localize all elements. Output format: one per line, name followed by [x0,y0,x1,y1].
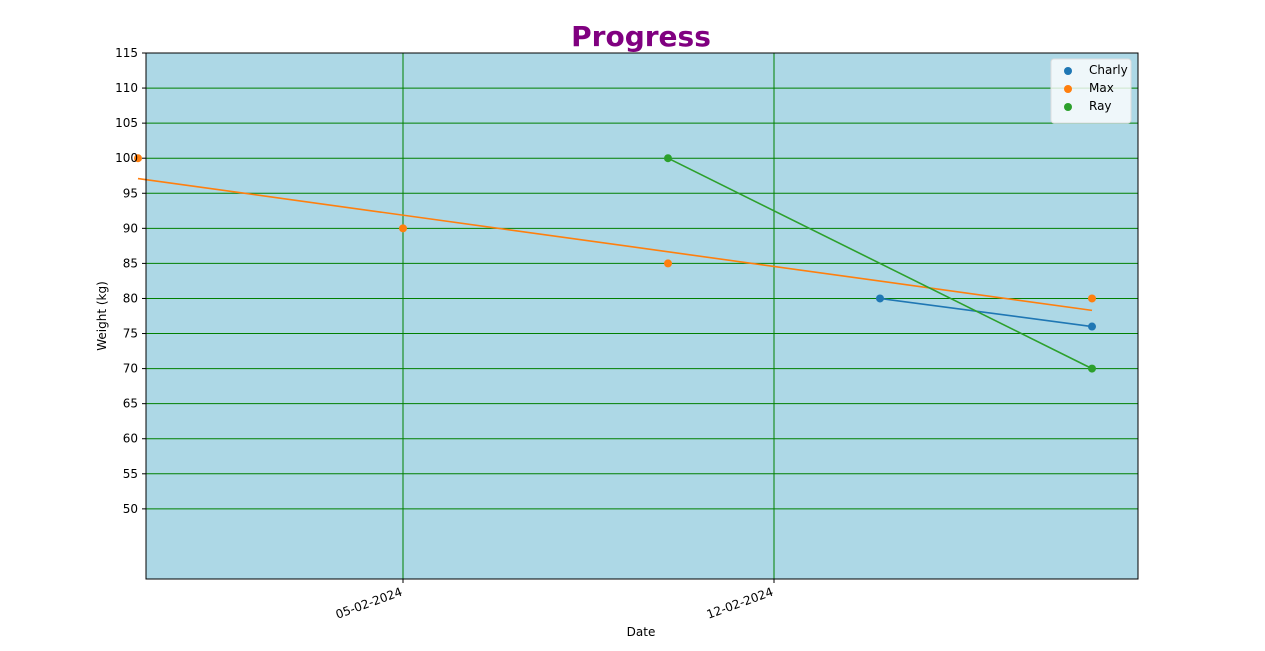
x-tick-label: 12-02-2024 [705,585,775,622]
data-point-ray [664,154,672,163]
y-tick-label: 80 [123,291,138,305]
y-tick-label: 50 [123,502,138,516]
y-tick-label: 75 [123,327,138,341]
y-tick-label: 100 [115,151,138,165]
y-tick-label: 95 [123,186,138,200]
y-tick-label: 55 [123,467,138,481]
data-point-max [1088,294,1096,303]
chart-title: Progress [571,20,711,53]
data-point-charly [1088,322,1096,331]
plot-area [146,53,1138,579]
trend-lines [137,157,1093,370]
trend-line-max [137,177,1093,312]
data-point-ray [1088,364,1096,373]
y-tick-label: 115 [115,46,138,60]
y-tick-label: 85 [123,256,138,270]
legend-label-charly: Charly [1089,63,1128,77]
data-point-max [399,224,407,233]
y-tick-label: 60 [123,432,138,446]
y-tick-label: 70 [123,362,138,376]
data-point-max [134,154,142,163]
legend-marker-ray [1064,103,1072,111]
x-axis-label: Date [627,625,656,639]
y-axis-label: Weight (kg) [95,281,109,351]
legend-marker-charly [1064,67,1072,75]
trend-line-ray [667,157,1093,370]
y-axis-ticks: 50 55 60 65 70 75 80 85 90 95 100 105 110 115 [115,46,146,516]
plot-frame [145,52,1139,580]
y-tick-label: 90 [123,221,138,235]
data-point-max [664,259,672,268]
legend-label-ray: Ray [1089,99,1112,113]
y-tick-label: 110 [115,81,138,95]
x-tick-label: 05-02-2024 [334,585,404,622]
legend-label-max: Max [1089,81,1114,95]
trend-line-charly [879,297,1093,328]
legend-marker-max [1064,85,1072,93]
x-axis-ticks: 05-02-2024 12-02-2024 [334,579,775,622]
data-point-charly [876,294,884,303]
data-points [134,154,1096,373]
y-tick-label: 65 [123,397,138,411]
legend: Charly Max Ray [1050,58,1132,124]
y-tick-label: 105 [115,116,138,130]
